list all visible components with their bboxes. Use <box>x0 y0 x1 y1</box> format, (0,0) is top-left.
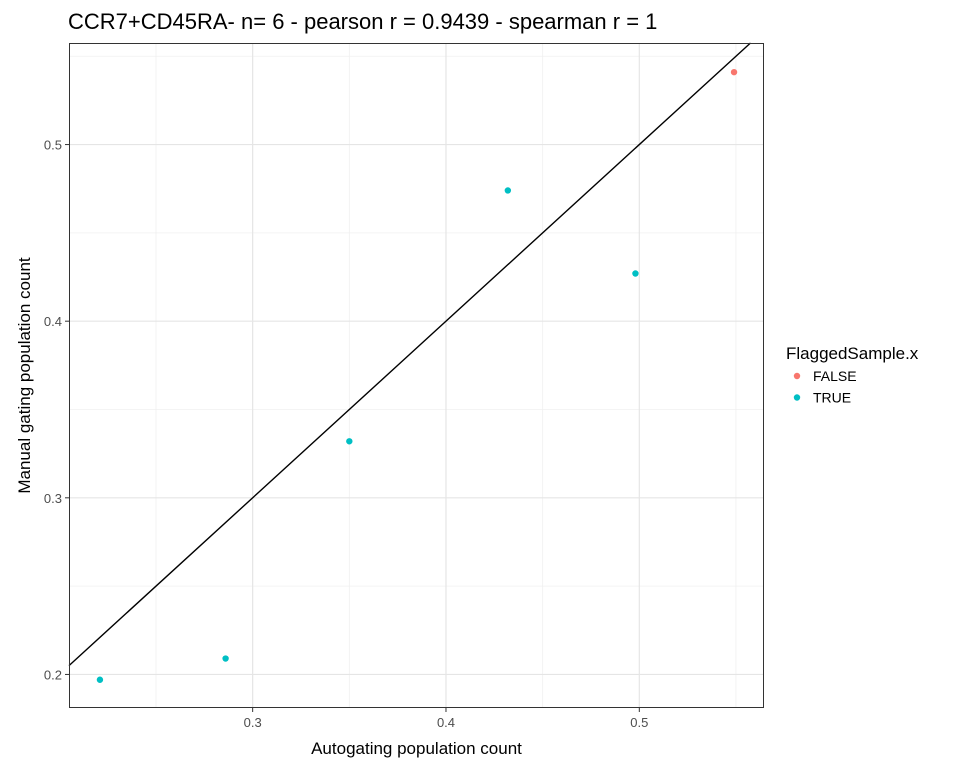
x-tick-label: 0.4 <box>437 715 455 730</box>
data-point <box>96 676 104 683</box>
x-tick-label: 0.3 <box>244 715 262 730</box>
panel-background <box>69 43 764 708</box>
data-point <box>504 187 512 194</box>
data-point <box>730 68 738 76</box>
plot-panel <box>68 42 764 708</box>
minor-gridlines <box>69 43 764 708</box>
x-axis-ticks: 0.3 0.4 0.5 <box>244 708 648 730</box>
y-tick-label: 0.5 <box>44 138 62 153</box>
chart-title: CCR7+CD45RA- n= 6 - pearson r = 0.9439 -… <box>68 9 657 34</box>
identity-reference-line <box>68 42 751 667</box>
legend-label: FALSE <box>813 368 857 384</box>
data-points <box>96 68 738 683</box>
legend-title: FlaggedSample.x <box>786 344 919 363</box>
panel-border <box>69 43 764 708</box>
y-axis-ticks: 0.2 0.3 0.4 0.5 <box>44 138 69 682</box>
major-gridlines <box>69 43 764 708</box>
x-tick-label: 0.5 <box>630 715 648 730</box>
legend-key <box>793 372 801 380</box>
legend: FlaggedSample.x FALSE TRUE <box>786 344 919 406</box>
x-axis-title: Autogating population count <box>311 739 522 758</box>
data-point <box>222 655 229 662</box>
data-point <box>632 270 639 277</box>
y-tick-label: 0.2 <box>44 667 62 682</box>
y-tick-label: 0.3 <box>44 491 62 506</box>
legend-label: TRUE <box>813 390 851 406</box>
legend-key <box>793 394 801 401</box>
y-axis-title: Manual gating population count <box>15 257 34 494</box>
y-tick-label: 0.4 <box>44 314 62 329</box>
data-point <box>346 438 353 445</box>
legend-entries: FALSE TRUE <box>793 368 857 406</box>
